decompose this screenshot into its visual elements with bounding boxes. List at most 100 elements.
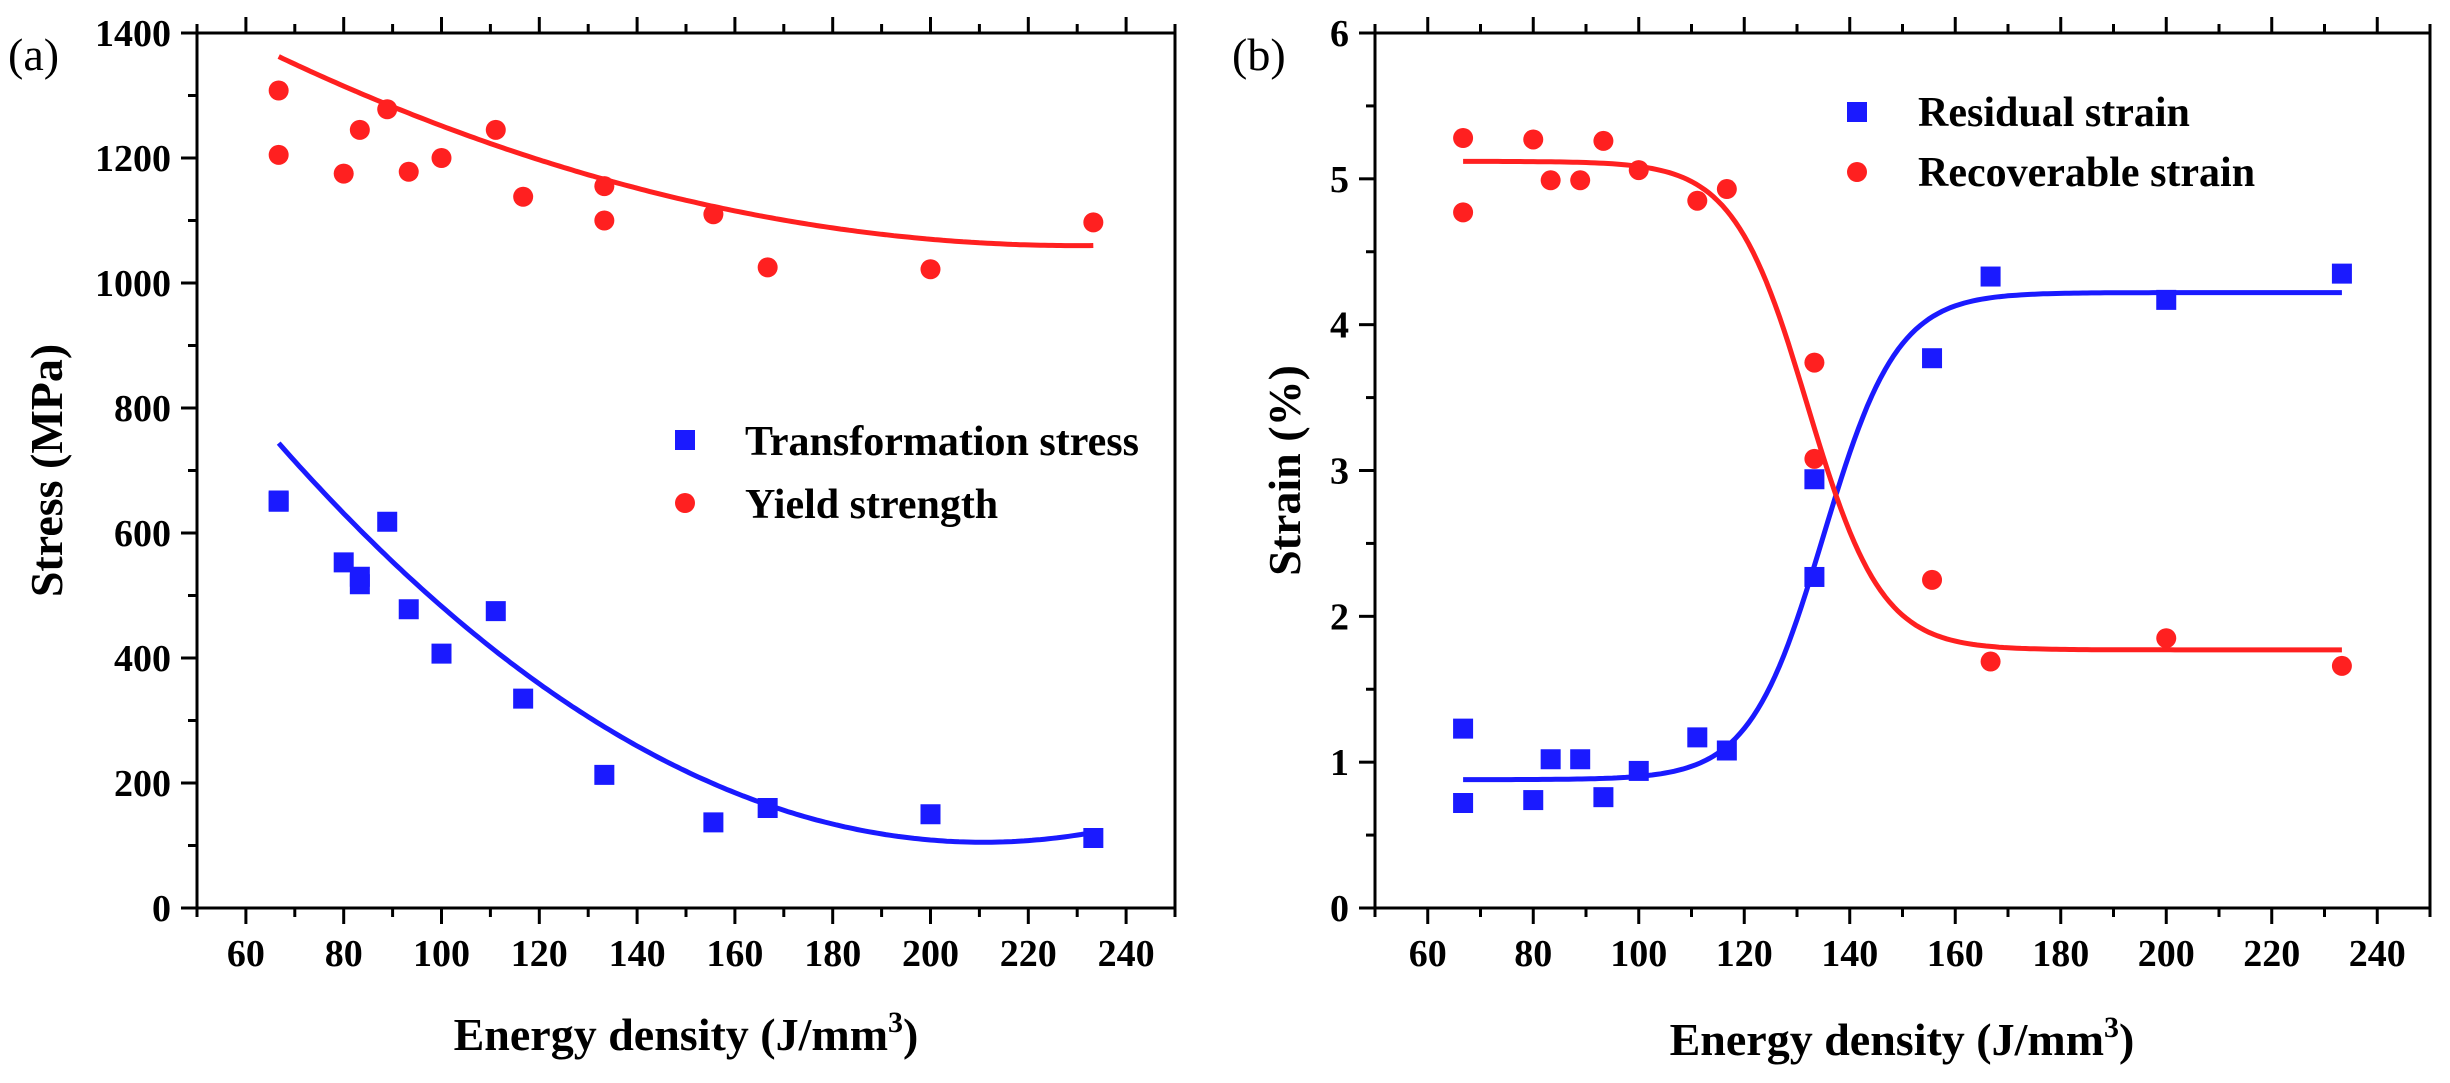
yield-strength-point bbox=[268, 144, 289, 165]
yield-strength-point bbox=[333, 163, 354, 184]
y-tick-label: 2 bbox=[1330, 596, 1349, 638]
transformation-stress-point bbox=[703, 812, 724, 833]
transformation-stress-point bbox=[431, 643, 452, 664]
recoverable-strain-fit-line bbox=[1463, 158, 2342, 653]
x-axis-title: Energy density (J/mm3) bbox=[1670, 1011, 2135, 1065]
recoverable-strain-point bbox=[1687, 190, 1708, 211]
y-tick-label: 3 bbox=[1330, 451, 1349, 493]
x-tick-label: 200 bbox=[902, 933, 959, 975]
transformation-stress-point bbox=[349, 574, 370, 595]
chart-panel-b: 60 80 100 120 140 160 180 200 220 240 0 1 2 3 4 5 6 (b) St… bbox=[1232, 13, 2432, 1065]
x-tick-label: 140 bbox=[1821, 933, 1878, 975]
x-tick-label: 180 bbox=[2032, 933, 2089, 975]
yield-strength-fit-line bbox=[277, 54, 1094, 249]
x-tick-label: 160 bbox=[706, 933, 763, 975]
yield-strength-point bbox=[485, 119, 506, 140]
legend-label: Recoverable strain bbox=[1918, 150, 2255, 196]
x-tick-label: 140 bbox=[609, 933, 666, 975]
residual-strain-point bbox=[1804, 469, 1825, 490]
residual-strain-point bbox=[1980, 266, 2001, 287]
residual-strain-point bbox=[2331, 263, 2352, 284]
yield-strength-point bbox=[594, 176, 615, 197]
residual-strain-point bbox=[1523, 790, 1544, 811]
transformation-stress-point bbox=[268, 491, 289, 512]
x-tick-label: 120 bbox=[1716, 933, 1773, 975]
transformation-stress-fit-line bbox=[276, 441, 1094, 845]
legend-circle-marker bbox=[1847, 162, 1867, 182]
x-tick-label: 80 bbox=[325, 933, 363, 975]
x-tick-label: 200 bbox=[2138, 933, 2195, 975]
legend-circle-marker bbox=[675, 493, 695, 513]
recoverable-strain-point bbox=[1453, 128, 1474, 148]
recoverable-strain-point bbox=[1716, 179, 1737, 200]
x-tick-label: 100 bbox=[413, 933, 470, 975]
recoverable-strain-point bbox=[1804, 352, 1825, 373]
recoverable-strain-point bbox=[1980, 651, 2001, 672]
transformation-stress-point bbox=[377, 511, 398, 532]
y-tick-label: 800 bbox=[114, 388, 171, 430]
x-tick-label: 120 bbox=[511, 933, 568, 975]
transformation-stress-point bbox=[513, 688, 534, 709]
y-tick-label: 1400 bbox=[95, 13, 171, 55]
recoverable-strain-point bbox=[1523, 129, 1544, 150]
x-tick-label: 220 bbox=[1000, 933, 1057, 975]
residual-strain-point bbox=[1453, 793, 1474, 813]
residual-strain-point bbox=[1628, 760, 1649, 781]
y-axis-title: Stress (MPa) bbox=[21, 344, 72, 597]
transformation-stress-point bbox=[757, 798, 778, 818]
recoverable-strain-point bbox=[1540, 170, 1561, 191]
panel-label: (b) bbox=[1232, 29, 1286, 80]
yield-strength-point bbox=[594, 210, 615, 231]
x-axis-title-close: ) bbox=[2119, 1014, 2134, 1065]
residual-strain-point bbox=[1922, 348, 1943, 369]
residual-strain-point bbox=[1687, 727, 1708, 748]
residual-strain-point bbox=[1540, 749, 1561, 770]
transformation-stress-point bbox=[485, 601, 506, 622]
recoverable-strain-point bbox=[1804, 448, 1825, 469]
x-axis-title-main: Energy density (J/mm bbox=[454, 1009, 888, 1060]
y-tick-label: 1 bbox=[1330, 742, 1349, 784]
recoverable-strain-point bbox=[2331, 655, 2352, 676]
transformation-stress-point bbox=[1083, 828, 1104, 848]
residual-strain-point bbox=[2156, 289, 2177, 310]
x-axis-title: Energy density (J/mm3) bbox=[454, 1006, 919, 1060]
recoverable-strain-point bbox=[1453, 202, 1474, 223]
y-tick-label: 1000 bbox=[95, 263, 171, 305]
y-tick-label: 1200 bbox=[95, 138, 171, 180]
recoverable-strain-point bbox=[2156, 628, 2177, 649]
x-axis-title-main: Energy density (J/mm bbox=[1670, 1014, 2104, 1065]
x-tick-label: 60 bbox=[227, 933, 265, 975]
legend-label: Yield strength bbox=[745, 482, 998, 528]
y-tick-label: 6 bbox=[1330, 13, 1349, 55]
y-tick-label: 400 bbox=[114, 638, 171, 680]
yield-strength-point bbox=[268, 80, 289, 101]
x-tick-label: 240 bbox=[1098, 933, 1155, 975]
yield-strength-point bbox=[920, 259, 941, 280]
transformation-stress-point bbox=[333, 552, 354, 573]
recoverable-strain-point bbox=[1570, 170, 1591, 191]
y-tick-label: 0 bbox=[1330, 888, 1349, 930]
legend-label: Residual strain bbox=[1918, 90, 2190, 136]
transformation-stress-point bbox=[398, 599, 419, 620]
residual-strain-point bbox=[1716, 740, 1737, 761]
y-tick-label: 200 bbox=[114, 763, 171, 805]
y-tick-label: 4 bbox=[1330, 305, 1349, 347]
x-tick-label: 160 bbox=[1927, 933, 1984, 975]
panel-label: (a) bbox=[8, 29, 59, 80]
x-tick-label: 80 bbox=[1514, 933, 1552, 975]
yield-strength-point bbox=[1083, 212, 1104, 233]
yield-strength-point bbox=[513, 186, 534, 207]
x-tick-label: 100 bbox=[1610, 933, 1667, 975]
x-tick-label: 60 bbox=[1409, 933, 1447, 975]
legend-square-marker bbox=[675, 430, 695, 450]
x-tick-label: 220 bbox=[2243, 933, 2300, 975]
y-axis-title: Strain (%) bbox=[1259, 365, 1310, 576]
residual-strain-point bbox=[1804, 566, 1825, 587]
x-axis-title-close: ) bbox=[903, 1009, 918, 1060]
yield-strength-point bbox=[377, 99, 398, 120]
yield-strength-point bbox=[703, 204, 724, 225]
y-tick-label: 600 bbox=[114, 513, 171, 555]
x-tick-label: 180 bbox=[804, 933, 861, 975]
x-tick-label: 240 bbox=[2349, 933, 2406, 975]
